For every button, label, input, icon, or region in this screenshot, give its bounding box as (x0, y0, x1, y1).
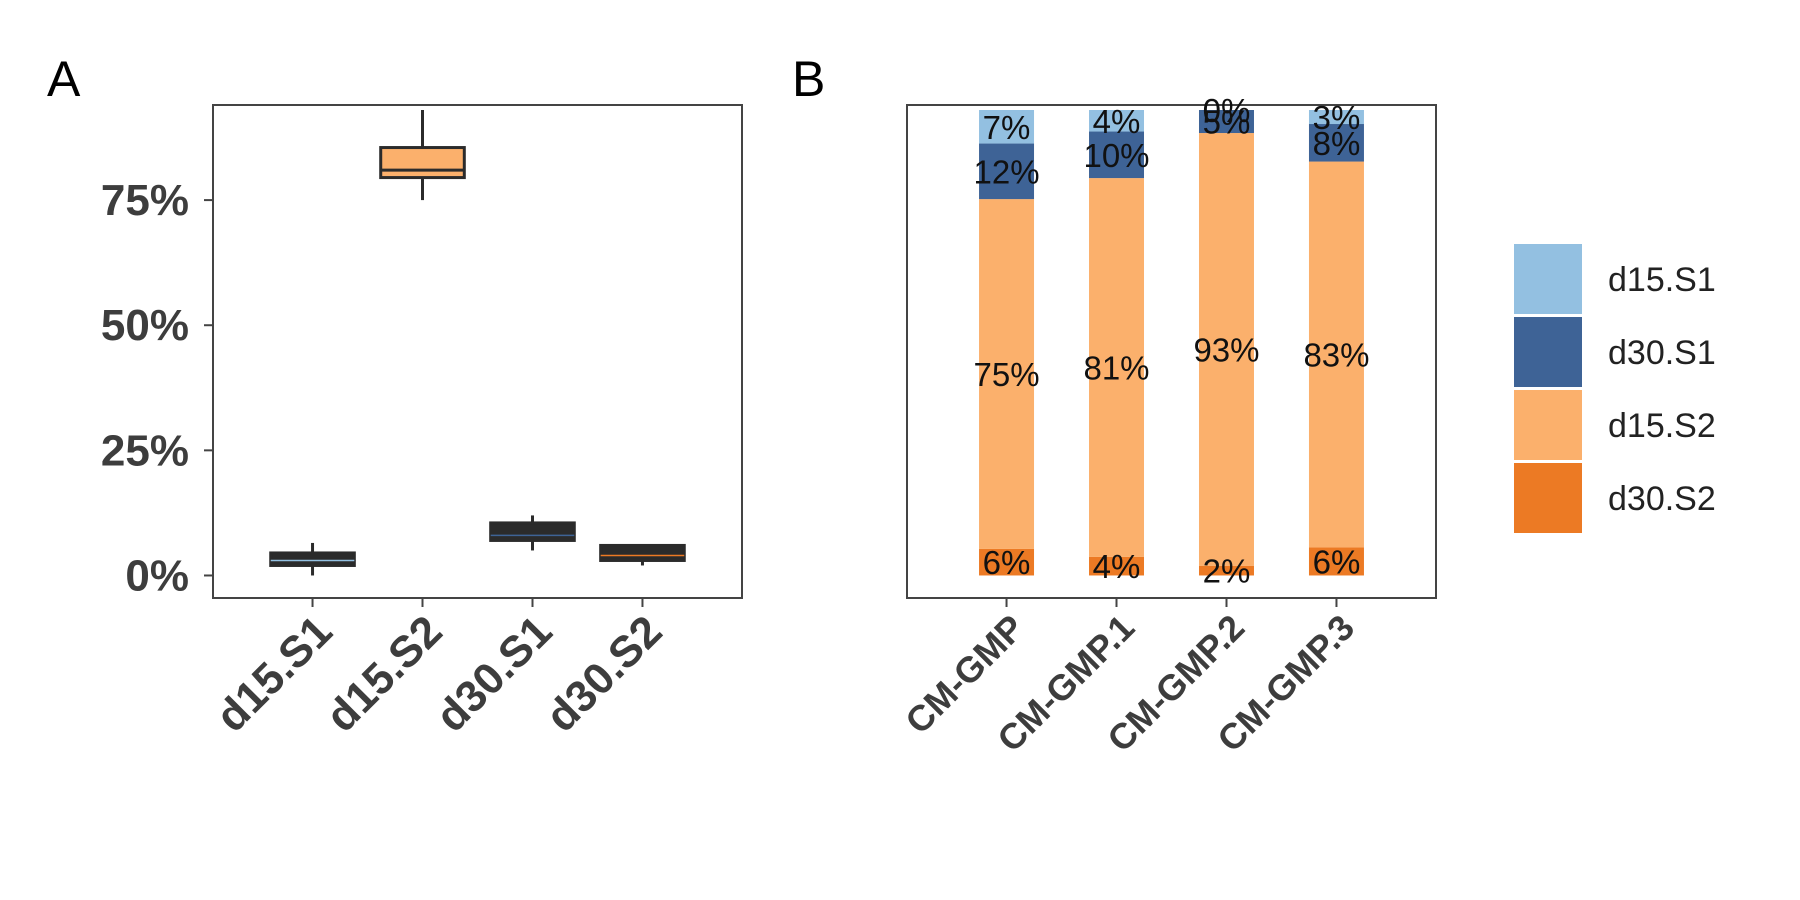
bar-segment-d15.S1 (979, 110, 1035, 144)
segment-label: 3% (1313, 99, 1361, 136)
legend-label: d30.S2 (1608, 480, 1716, 518)
legend-item-d30.S2: d30.S2 (1514, 463, 1716, 533)
y-tick-label: 75% (101, 176, 189, 225)
panel-b-frame (906, 104, 1437, 599)
bar-segment-d15.S1 (1089, 110, 1145, 132)
y-tick-label: 25% (101, 426, 189, 475)
bar-segment-d15.S2 (1089, 178, 1145, 557)
bar-segment-d30.S2 (1198, 565, 1254, 576)
segment-label: 7% (983, 109, 1031, 146)
segment-label: 2% (1203, 553, 1251, 590)
bar-segment-d30.S2 (1308, 547, 1364, 576)
segment-label: 83% (1303, 337, 1369, 374)
x-tick-label: d15.S1 (207, 606, 342, 741)
bar-segment-d15.S2 (1308, 161, 1364, 548)
segment-label: 93% (1193, 331, 1259, 368)
legend-item-d30.S1: d30.S1 (1514, 317, 1716, 387)
box-iqr (379, 146, 466, 180)
bar-CM-GMP.3 (1308, 110, 1364, 576)
x-tick-label: d30.S2 (537, 606, 672, 741)
segment-label: 75% (973, 356, 1039, 393)
box-iqr (599, 543, 686, 562)
bar-segment-d30.S1 (979, 143, 1035, 200)
segment-label: 12% (973, 153, 1039, 190)
bar-segment-d30.S1 (1308, 124, 1364, 162)
segment-label: 0% (1203, 92, 1251, 129)
bar-segment-d15.S2 (1198, 133, 1254, 566)
bar-segment-d30.S2 (979, 548, 1035, 576)
box-d15.S1 (269, 542, 356, 576)
panel-b-letter: B (792, 51, 825, 107)
box-iqr (489, 521, 576, 542)
legend-swatch (1514, 317, 1582, 387)
legend-swatch (1514, 390, 1582, 460)
legend-item-d15.S2: d15.S2 (1514, 390, 1716, 460)
bar-CM-GMP.1 (1089, 110, 1145, 576)
legend-label: d15.S1 (1608, 261, 1716, 299)
legend-swatch (1514, 244, 1582, 314)
legend-label: d15.S2 (1608, 407, 1716, 445)
segment-label: 6% (983, 544, 1031, 581)
segment-label: 4% (1093, 548, 1141, 585)
bar-CM-GMP (979, 110, 1035, 576)
box-iqr (269, 551, 356, 567)
panel-b-segment-labels: 6%75%12%7%4%81%10%4%2%93%5%0%6%83%8%3% (973, 92, 1369, 590)
panel-b: B 6%75%12%7%4%81%10%4%2%93%5%0%6%83%8%3%… (792, 51, 1437, 760)
legend-swatch (1514, 463, 1582, 533)
bar-segment-d15.S1 (1308, 110, 1364, 125)
panel-a-y-axis: 0% 25% 50% 75% (101, 176, 213, 600)
bar-segment-d30.S1 (1198, 110, 1254, 134)
segment-label: 5% (1203, 104, 1251, 141)
panel-a-letter: A (47, 51, 81, 107)
legend-item-d15.S1: d15.S1 (1514, 244, 1716, 314)
segment-label: 81% (1083, 350, 1149, 387)
segment-label: 8% (1313, 125, 1361, 162)
panel-b-bars (979, 110, 1364, 576)
legend: d15.S1 d30.S1 d15.S2 d30.S2 (1514, 244, 1716, 533)
box-d30.S2 (599, 543, 686, 566)
y-tick-label: 0% (125, 551, 189, 600)
segment-label: 4% (1093, 103, 1141, 140)
panel-a-frame (212, 104, 743, 599)
y-tick-label: 50% (101, 301, 189, 350)
bar-segment-d30.S2 (1089, 556, 1145, 576)
bar-segment-d15.S2 (979, 199, 1035, 549)
bar-segment-d30.S1 (1089, 131, 1145, 179)
bar-CM-GMP.2 (1198, 110, 1254, 576)
x-tick-label: d15.S2 (317, 606, 452, 741)
segment-label: 6% (1313, 543, 1361, 580)
box-d15.S2 (379, 110, 466, 201)
panel-a-boxes (269, 110, 686, 576)
segment-label: 10% (1083, 137, 1149, 174)
legend-label: d30.S1 (1608, 334, 1716, 372)
x-tick-label: d30.S1 (427, 606, 562, 741)
box-d30.S1 (489, 515, 576, 551)
